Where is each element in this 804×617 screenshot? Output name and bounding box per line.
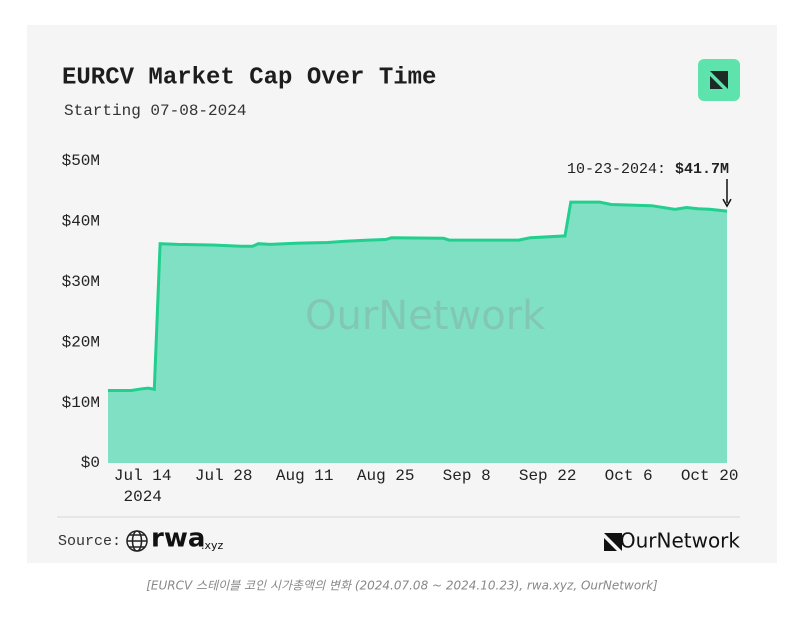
y-tick-label: $0: [81, 454, 100, 472]
y-tick-label: $40M: [62, 213, 100, 231]
x-tick-year: 2024: [124, 488, 162, 506]
caption: [EURCV 스테이블 코인 시가총액의 변화 (2024.07.08 ~ 20…: [146, 579, 658, 593]
brand-icon: [604, 533, 622, 551]
chart-subtitle: Starting 07-08-2024: [64, 102, 246, 120]
annotation: 10-23-2024: $41.7M: [567, 161, 729, 178]
chart-title: EURCV Market Cap Over Time: [62, 64, 436, 91]
source-suffix: .xyz: [201, 539, 224, 552]
brand-name: OurNetwork: [620, 529, 741, 553]
x-tick-label: Aug 25: [357, 467, 415, 485]
annotation-date: 10-23-2024:: [567, 161, 666, 178]
y-tick-label: $50M: [62, 152, 100, 170]
y-tick-label: $30M: [62, 273, 100, 291]
line: [108, 200, 728, 392]
x-tick-label: Jul 28: [195, 467, 253, 485]
x-tick-label: Aug 11: [276, 467, 334, 485]
y-tick-label: $10M: [62, 394, 100, 412]
watermark: OurNetwork: [305, 293, 546, 339]
x-tick-label: Sep 22: [519, 467, 577, 485]
annotation-arrowhead: [722, 198, 732, 208]
x-tick-label: Oct 20: [681, 467, 739, 485]
logo: [698, 59, 740, 101]
area: [108, 202, 727, 463]
x-tick-label: Oct 6: [605, 467, 653, 485]
x-tick-label: Jul 14: [114, 467, 172, 485]
x-tick-label: Sep 8: [443, 467, 491, 485]
source-label: Source:: [58, 533, 121, 550]
globe-icon: [126, 530, 148, 552]
y-tick-label: $20M: [62, 333, 100, 351]
annotation-value: $41.7M: [675, 161, 729, 178]
source-name: rwa: [151, 524, 205, 554]
